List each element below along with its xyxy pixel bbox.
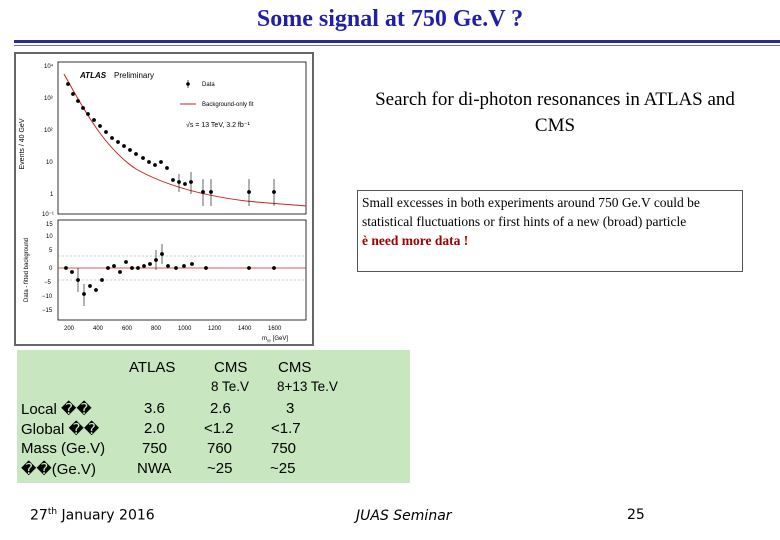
- lower-tick: 10: [46, 234, 53, 240]
- upper-tick: 10²: [44, 128, 53, 134]
- cell-mass-atlas: 750: [142, 440, 168, 457]
- row-label-global: Global ��: [21, 421, 100, 438]
- slide-title: Some signal at 750 Ge.V ?: [256, 6, 524, 32]
- table-header-atlas: ATLAS: [129, 359, 176, 376]
- upper-panel-frame: [57, 61, 307, 215]
- plot-svg: 10⁴ 10³ 10² 10 1 10⁻¹ Events / 40 GeV AT…: [19, 61, 307, 343]
- upper-tick: 1: [50, 192, 54, 198]
- date-day: 27: [30, 507, 48, 524]
- excess-note: Small excesses in both experiments aroun…: [357, 190, 743, 272]
- footer-date: 27th January 2016: [30, 507, 155, 524]
- legend-data: Data: [202, 82, 215, 88]
- upper-tick: 10⁴: [44, 63, 54, 70]
- title-rule-thin: [14, 45, 780, 46]
- lower-tick: −15: [42, 308, 53, 314]
- upper-ylabel: Events / 40 GeV: [19, 118, 26, 169]
- cell-global-cms8: <1.2: [204, 420, 234, 437]
- significance-table: ATLAS CMS CMS 8 Te.V 8+13 Te.V Local �� …: [17, 350, 410, 483]
- atlas-diphoton-plot: 10⁴ 10³ 10² 10 1 10⁻¹ Events / 40 GeV AT…: [14, 52, 314, 346]
- x-tick: 1400: [238, 326, 252, 332]
- lower-tick: 15: [46, 222, 53, 228]
- atlas-label: ATLAS: [79, 71, 107, 80]
- lower-ylabel: Data - fitted background: [24, 238, 30, 302]
- date-suffix: th: [47, 507, 58, 517]
- legend-fit: Background-only fit: [202, 102, 254, 108]
- x-tick: 600: [122, 326, 133, 332]
- table-header-cms-combined: CMS: [278, 359, 312, 376]
- title-rule: [14, 40, 780, 43]
- cell-local-cms8: 2.6: [210, 400, 231, 417]
- cell-width-cms-combined: ~25: [270, 460, 296, 477]
- excess-text: Small excesses in both experiments aroun…: [362, 195, 700, 229]
- cell-width-cms8: ~25: [207, 460, 233, 477]
- x-tick: 400: [93, 326, 104, 332]
- energy-label: √s = 13 TeV, 3.2 fb⁻¹: [186, 121, 250, 129]
- lower-tick: −5: [44, 280, 52, 286]
- x-tick: 1000: [178, 326, 192, 332]
- preliminary-label: Preliminary: [114, 71, 154, 80]
- right-arrow-icon: è: [362, 233, 368, 248]
- cell-local-cms-combined: 3: [286, 400, 295, 417]
- need-more-data: need more data !: [371, 233, 469, 248]
- cell-global-atlas: 2.0: [144, 420, 165, 437]
- upper-tick: 10⁻¹: [42, 212, 54, 218]
- x-tick: 1200: [208, 326, 222, 332]
- x-tick: 200: [64, 326, 75, 332]
- table-subheader-cms-8: 8 Te.V: [211, 379, 250, 394]
- cell-local-atlas: 3.6: [144, 400, 165, 417]
- lower-tick: 0: [49, 266, 53, 272]
- date-rest: January 2016: [57, 507, 155, 524]
- upper-tick: 10³: [44, 96, 53, 102]
- lower-panel-frame: [57, 219, 307, 321]
- table-header-cms-8: CMS: [214, 359, 248, 376]
- x-tick: 1600: [268, 326, 282, 332]
- cell-mass-cms8: 760: [207, 440, 233, 457]
- cell-width-atlas: NWA: [137, 460, 172, 477]
- table-subheader-cms-combined: 8+13 Te.V: [277, 379, 338, 394]
- fit-curve: [63, 73, 307, 207]
- cell-global-cms-combined: <1.7: [271, 420, 301, 437]
- x-tick: 800: [151, 326, 162, 332]
- footer-seminar: JUAS Seminar: [356, 508, 452, 524]
- cell-mass-cms-combined: 750: [271, 440, 297, 457]
- upper-data-points: [66, 82, 276, 206]
- lower-data-points: [64, 244, 276, 306]
- lower-tick: −10: [42, 294, 53, 300]
- row-label-width: ��(Ge.V): [21, 461, 96, 478]
- row-label-mass: Mass (Ge.V): [21, 440, 106, 457]
- xlabel: mγγ [GeV]: [262, 336, 288, 343]
- upper-tick: 10: [46, 160, 53, 166]
- row-label-local: Local ��: [21, 401, 92, 418]
- lower-tick: 5: [49, 248, 53, 254]
- subtitle: Search for di-photon resonances in ATLAS…: [375, 89, 735, 136]
- page-number: 25: [627, 507, 645, 523]
